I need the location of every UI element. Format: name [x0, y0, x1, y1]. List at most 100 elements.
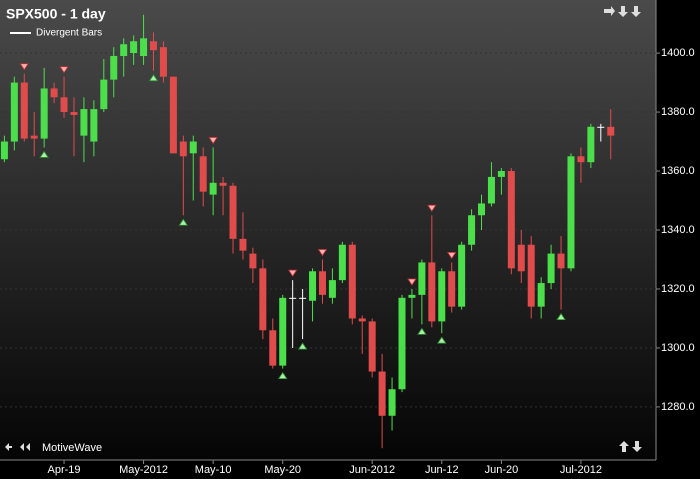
- x-tick-label: Jul-2012: [560, 464, 602, 476]
- candle-body: [199, 156, 207, 192]
- nav-icons[interactable]: [5, 6, 642, 452]
- axis-background: [0, 460, 656, 479]
- candle-body: [497, 171, 505, 177]
- candle-body: [239, 238, 247, 251]
- x-tick-label: Jun-2012: [349, 464, 395, 476]
- candle-body: [309, 271, 317, 301]
- candle-body: [398, 297, 406, 390]
- bearish-marker: [287, 269, 298, 277]
- candle-body: [50, 88, 58, 98]
- candle-body: [338, 244, 346, 281]
- candle-body: [70, 112, 78, 115]
- candle-body: [130, 41, 138, 54]
- candle-body: [418, 262, 426, 295]
- y-tick-label: 1400.0: [661, 47, 695, 59]
- candle-body: [140, 38, 148, 57]
- x-tick-label: May-2012: [119, 464, 168, 476]
- axis-background: [656, 0, 700, 479]
- candle-body: [219, 182, 227, 186]
- candle-body: [597, 126, 605, 128]
- bearish-marker: [317, 249, 328, 257]
- candle-body: [90, 109, 98, 142]
- candle-body: [318, 271, 326, 295]
- bearish-marker: [59, 66, 69, 74]
- candle-body: [150, 41, 157, 51]
- candle-body: [487, 176, 495, 204]
- candle-body: [378, 371, 386, 416]
- bearish-marker: [208, 137, 218, 145]
- candle-body: [259, 268, 267, 331]
- candle-body: [607, 126, 615, 136]
- candle-body: [169, 76, 177, 154]
- candle-body: [557, 253, 565, 269]
- candle-body: [388, 389, 396, 416]
- candle-body: [577, 156, 585, 163]
- candle-body: [80, 109, 88, 136]
- bearish-marker: [19, 63, 30, 71]
- candle-body: [159, 47, 167, 77]
- candle-body: [408, 294, 416, 298]
- x-tick-label: May-10: [195, 464, 232, 476]
- x-tick-label: May-20: [264, 464, 301, 476]
- candle-body: [507, 171, 515, 269]
- bullish-marker: [556, 312, 566, 321]
- candle-body: [567, 156, 575, 269]
- bearish-marker: [427, 204, 437, 212]
- candle-body: [358, 318, 366, 322]
- candle-body: [279, 297, 287, 366]
- bullish-marker: [297, 342, 308, 350]
- candle-body: [458, 244, 466, 307]
- candle-body: [209, 182, 217, 195]
- candle-body: [189, 141, 197, 154]
- candle-body: [527, 244, 535, 307]
- y-tick-label: 1300.0: [661, 342, 695, 354]
- y-tick-label: 1380.0: [661, 106, 695, 118]
- bullish-marker: [178, 218, 189, 226]
- chart-title: SPX500 - 1 day: [6, 6, 106, 22]
- candle-body: [438, 271, 446, 322]
- candle-body: [0, 141, 8, 160]
- candle-body: [289, 297, 297, 299]
- candle-body: [10, 82, 18, 142]
- candle-body: [428, 262, 436, 322]
- bullish-marker: [39, 150, 49, 158]
- candle-body: [110, 56, 118, 80]
- candle-body: [478, 203, 486, 216]
- bullish-marker: [277, 371, 288, 379]
- candle-body: [120, 44, 128, 57]
- candle-body: [537, 283, 545, 307]
- candle-body: [517, 244, 525, 272]
- candle-body: [299, 297, 307, 299]
- brand: MotiveWave: [42, 442, 102, 454]
- plot-background: [0, 0, 656, 460]
- x-tick-label: Jun-20: [485, 464, 519, 476]
- legend-label: Divergent Bars: [36, 28, 102, 39]
- candle-body: [20, 82, 28, 139]
- x-tick-label: Apr-19: [48, 464, 81, 476]
- candle-body: [229, 185, 237, 239]
- candle-body: [348, 244, 356, 319]
- candle-body: [249, 253, 257, 269]
- candle-body: [448, 271, 456, 307]
- y-tick-label: 1280.0: [661, 401, 695, 413]
- bullish-marker: [417, 327, 427, 335]
- y-tick-label: 1360.0: [661, 165, 695, 177]
- candle-body: [269, 330, 277, 366]
- candle-body: [587, 126, 595, 163]
- candle-body: [368, 321, 376, 372]
- bearish-marker: [446, 252, 457, 260]
- candle-body: [100, 79, 108, 110]
- candle-body: [547, 253, 555, 284]
- bearish-marker: [407, 278, 417, 286]
- candle-body: [468, 215, 476, 245]
- candle-body: [179, 141, 187, 157]
- y-tick-label: 1340.0: [661, 224, 695, 236]
- x-tick-label: Jun-12: [425, 464, 459, 476]
- candle-body: [40, 88, 48, 139]
- bullish-marker: [148, 74, 159, 82]
- candle-body: [30, 135, 38, 139]
- bullish-marker: [437, 336, 447, 344]
- candle-body: [60, 97, 68, 113]
